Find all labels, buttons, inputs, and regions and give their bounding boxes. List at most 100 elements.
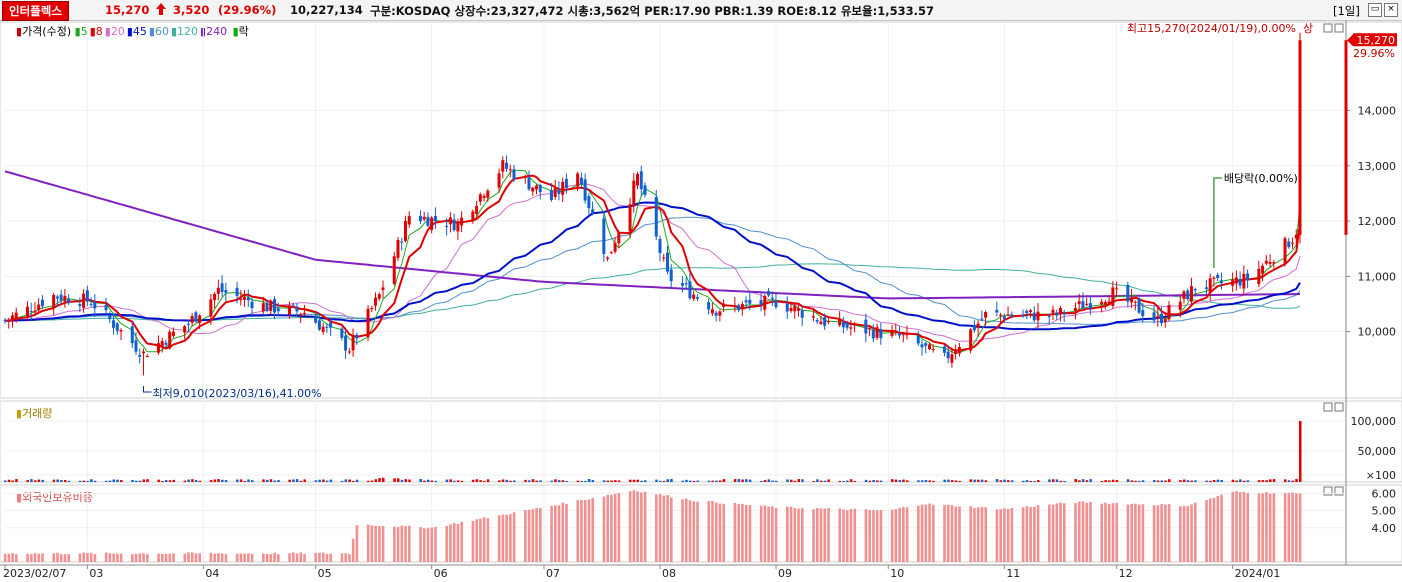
foreign-bar <box>3 553 7 562</box>
volume-bar <box>902 479 905 482</box>
volume-bar <box>393 478 396 482</box>
volume-bar <box>610 480 613 482</box>
candle-body <box>770 297 774 299</box>
candle-body <box>722 303 726 307</box>
volume-bar <box>1257 480 1261 482</box>
foreign-bar <box>505 514 508 562</box>
candle-body <box>740 303 744 309</box>
volume-bar <box>658 480 662 482</box>
foreign-bar <box>827 508 830 562</box>
candle-body <box>508 169 512 171</box>
foreign-legend: ▮외국인보유비중 <box>16 489 93 505</box>
foreign-bar <box>146 554 149 562</box>
foreign-bar <box>875 510 879 562</box>
volume-bar <box>636 479 640 482</box>
candle-body <box>665 252 669 272</box>
candle-body <box>800 310 804 318</box>
volume-bar <box>775 480 778 482</box>
candle-body <box>269 300 273 311</box>
volume-bar <box>554 479 557 482</box>
y-tick-label: 6.00 <box>1372 488 1397 501</box>
legend-bullet-icon: ▮ <box>16 407 23 420</box>
foreign-bar <box>1160 504 1163 562</box>
candle-body <box>186 323 190 325</box>
candle-body <box>1115 288 1119 290</box>
volume-bar <box>524 479 527 482</box>
foreign-bar <box>1126 504 1130 562</box>
candle-body <box>235 287 239 296</box>
foreign-bar <box>1283 493 1287 562</box>
foreign-bar <box>984 507 988 562</box>
foreign-bar <box>235 553 239 562</box>
volume-bar <box>995 479 999 482</box>
foreign-bar <box>408 525 411 562</box>
foreign-bar <box>617 492 621 562</box>
candle-body <box>931 349 935 351</box>
foreign-bar <box>160 553 164 562</box>
volume-bar <box>288 479 291 482</box>
foreign-bar <box>366 524 370 562</box>
foreign-bar <box>393 526 396 562</box>
low-marker <box>142 386 152 393</box>
foreign-bar <box>1287 492 1291 562</box>
candle-body <box>774 300 778 308</box>
candle-body <box>29 311 33 313</box>
volume-label: 거래량 <box>22 407 53 420</box>
stock-name[interactable]: 인터플렉스 <box>2 1 69 21</box>
foreign-bar <box>1242 491 1246 562</box>
volume-bar <box>846 480 849 482</box>
volume-bar <box>906 480 909 482</box>
candle-body <box>1126 284 1130 302</box>
foreign-bar <box>797 508 800 562</box>
volume-bar <box>1025 480 1029 482</box>
candle-body <box>1287 241 1291 248</box>
close-icon[interactable]: × <box>1384 3 1398 17</box>
volume-bar <box>827 479 830 482</box>
candle-body <box>134 340 138 352</box>
foreign-bar <box>295 553 299 562</box>
volume-bar <box>932 480 935 482</box>
foreign-bar <box>220 553 224 562</box>
foreign-bar <box>1021 507 1025 562</box>
volume-bar <box>1216 479 1220 482</box>
candle-body <box>1051 309 1055 313</box>
volume-bar <box>460 480 464 482</box>
restore-icon[interactable]: ▭ <box>1368 3 1382 17</box>
candle-body <box>617 232 621 244</box>
candle-body <box>1294 234 1298 239</box>
foreign-bar <box>142 553 145 562</box>
foreign-bar <box>291 552 295 562</box>
volume-legend: ▮거래량 <box>16 405 52 421</box>
volume-bar <box>696 480 699 482</box>
candle-body <box>984 312 988 318</box>
volume-bar <box>737 479 741 482</box>
candle-body <box>374 297 378 306</box>
candle-body <box>643 185 647 195</box>
volume-bar <box>449 479 452 482</box>
foreign-bar <box>33 553 37 562</box>
volume-bar <box>1085 480 1089 482</box>
candle-body <box>1130 297 1134 303</box>
candle-body <box>1204 287 1208 289</box>
foreign-bar <box>928 503 931 562</box>
volume-bar <box>1007 480 1010 482</box>
volume-bar <box>187 479 190 482</box>
volume-bar <box>426 479 430 482</box>
high-mark: 상 <box>1303 22 1313 35</box>
foreign-bar <box>561 502 565 562</box>
volume-bar <box>168 480 172 482</box>
volume-bar <box>644 480 647 482</box>
foreign-bar <box>763 505 767 562</box>
candle-body <box>1268 261 1272 264</box>
candle-body <box>1002 316 1006 320</box>
candle-body <box>1272 262 1276 264</box>
foreign-bar <box>801 508 804 562</box>
foreign-bar <box>1205 500 1208 562</box>
volume-bar <box>722 479 726 482</box>
foreign-bar <box>501 514 505 562</box>
candle-body <box>785 303 789 312</box>
period-selector[interactable]: [1일] <box>1333 4 1360 18</box>
volume-bar <box>1220 479 1223 482</box>
candle-body <box>392 256 396 284</box>
